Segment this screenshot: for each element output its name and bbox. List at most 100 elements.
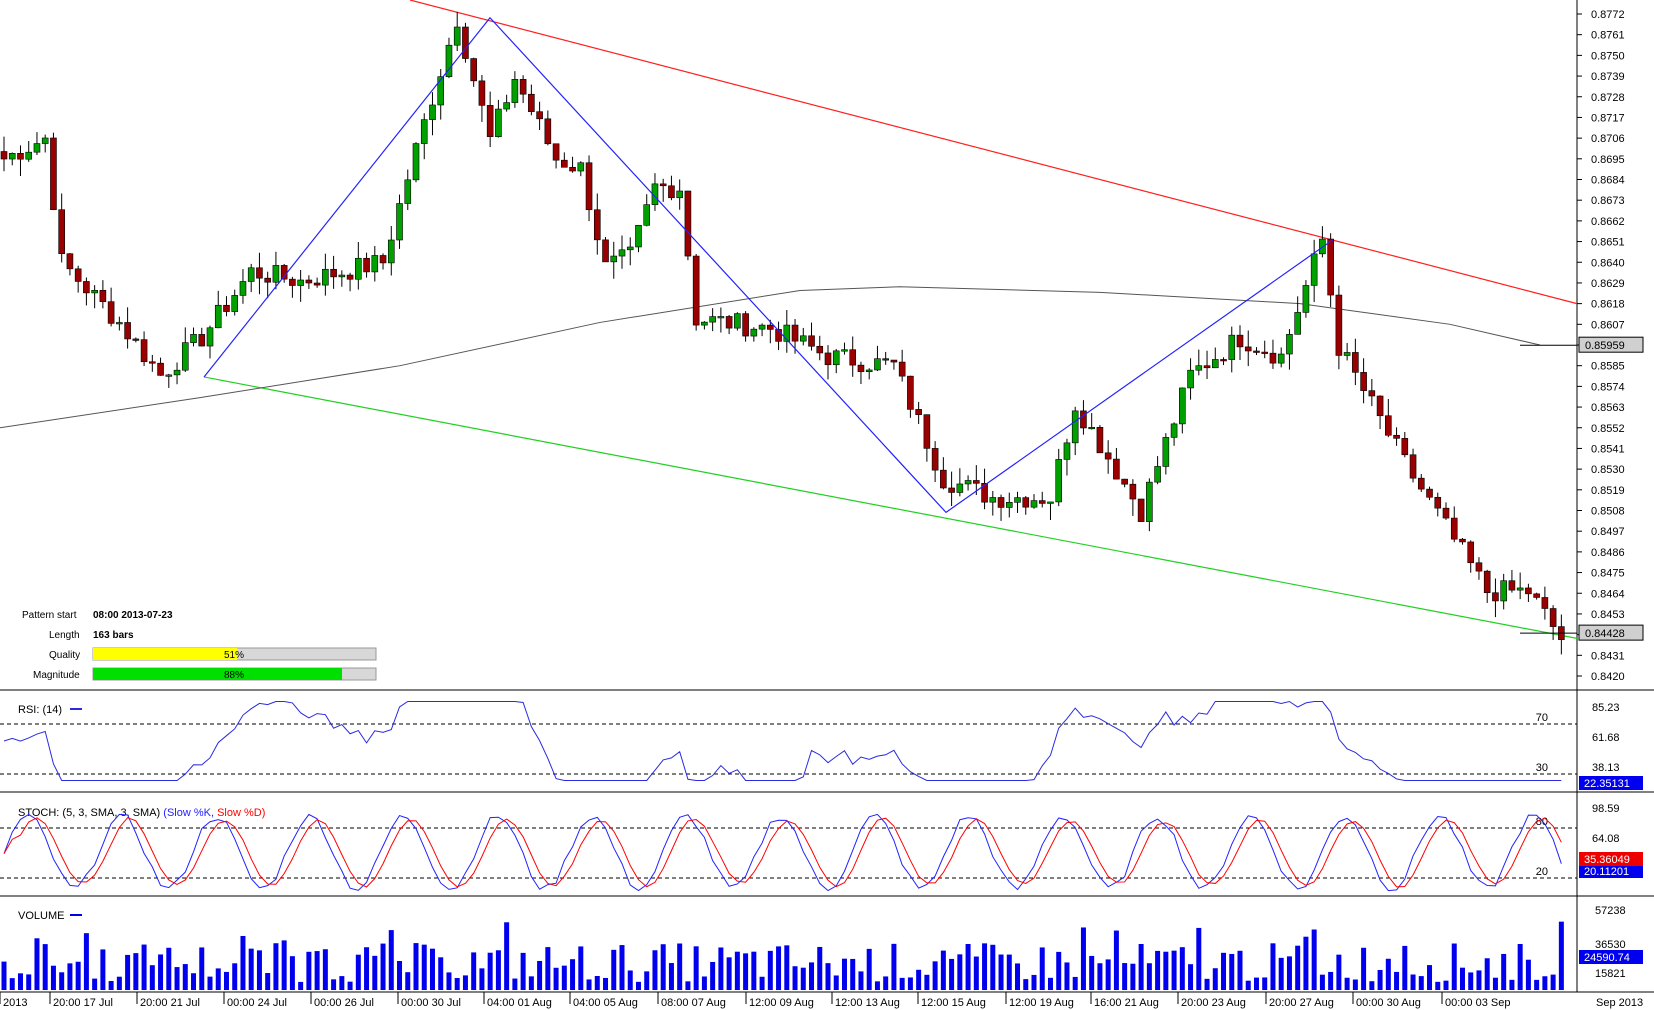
pattern-info: Pattern start 08:00 2013-07-23 Length 16…	[22, 610, 377, 681]
volume-bar	[1295, 945, 1301, 990]
volume-bar	[644, 971, 650, 990]
candle-body	[544, 118, 552, 145]
price-tick-label: 0.8585	[1591, 361, 1625, 373]
channel-lower-line	[203, 376, 1578, 639]
volume-bar	[75, 961, 81, 990]
volume-tick-1: 57238	[1595, 905, 1626, 917]
price-tick-label: 0.8640	[1591, 257, 1625, 269]
volume-bar	[1113, 930, 1119, 990]
volume-bar	[83, 933, 89, 990]
candle-body	[1071, 410, 1079, 444]
candle-body	[1302, 285, 1310, 313]
volume-bar	[1023, 979, 1029, 990]
stoch-k-label: (Slow %K,	[163, 807, 214, 819]
candle-body	[41, 137, 49, 144]
candle-body	[643, 204, 651, 226]
volume-bar	[907, 977, 913, 990]
candle-body	[923, 414, 931, 449]
volume-bar	[1031, 974, 1037, 990]
volume-bar	[92, 978, 98, 990]
candle-body	[964, 480, 972, 485]
candle-body	[478, 80, 486, 106]
volume-bar	[1427, 965, 1433, 990]
volume-bar	[1039, 947, 1045, 990]
length-label: Length	[49, 630, 80, 641]
volume-bar	[767, 950, 773, 990]
volume-bar	[652, 950, 658, 990]
volume-bar	[281, 940, 287, 990]
volume-bar	[817, 946, 823, 990]
candle-body	[1310, 253, 1318, 286]
volume-bar	[685, 981, 691, 990]
price-tick-label: 0.8651	[1591, 237, 1625, 249]
volume-bar	[1237, 950, 1243, 990]
price-tick-label: 0.8563	[1591, 402, 1625, 414]
candle-body	[1022, 497, 1030, 508]
time-tick-label: 2013	[3, 997, 27, 1009]
time-tick-label: 00:00 30 Aug	[1356, 997, 1421, 1009]
price-tick-label: 0.8750	[1591, 50, 1625, 62]
candle-body	[1401, 438, 1409, 456]
volume-bar	[34, 938, 40, 990]
volume-bar	[462, 975, 468, 990]
candle-body	[149, 361, 156, 364]
candle-body	[1467, 541, 1475, 564]
volume-bar	[199, 947, 205, 990]
volume-bar	[248, 948, 254, 990]
volume-bar	[1196, 927, 1202, 990]
candle-body	[1459, 538, 1466, 543]
candle-body	[1170, 423, 1178, 438]
candle-body	[404, 179, 412, 204]
price-tick-label: 0.8717	[1591, 112, 1625, 124]
pattern-zigzag	[203, 16, 1334, 514]
price-tick-label: 0.8695	[1591, 154, 1625, 166]
candle-body	[1549, 608, 1557, 627]
price-badge	[1578, 624, 1644, 641]
candle-body	[1442, 507, 1450, 519]
candle-body	[1426, 488, 1433, 498]
candle-body	[1211, 359, 1219, 369]
volume-bar	[495, 950, 501, 990]
candle-body	[824, 352, 832, 366]
volume-bar	[487, 952, 493, 990]
price-tick-label: 0.8552	[1591, 423, 1625, 435]
price-tick-label: 0.8684	[1591, 175, 1625, 187]
candle-body	[948, 487, 955, 493]
candle-body	[717, 316, 725, 319]
candle-body	[668, 185, 675, 199]
candle-body	[223, 304, 230, 312]
volume-bar	[149, 965, 155, 990]
candle-body	[989, 497, 997, 503]
volume-bar	[1418, 976, 1424, 990]
volume-bar	[883, 976, 889, 990]
candle-body	[1352, 352, 1359, 373]
candle-body	[1179, 387, 1186, 425]
candle-body	[1005, 502, 1013, 508]
volume-bars	[1, 921, 1564, 990]
volume-bar	[339, 976, 345, 990]
rsi-current-value: 22.35131	[1584, 778, 1630, 790]
volume-bar	[1352, 979, 1358, 990]
time-tick-label: 04:00 05 Aug	[573, 997, 638, 1009]
volume-bar	[1171, 950, 1177, 990]
candle-body	[1525, 587, 1532, 595]
time-tick-label: 12:00 09 Aug	[749, 997, 814, 1009]
candle-body	[1088, 427, 1095, 430]
volume-bar	[1550, 974, 1556, 990]
volume-bar	[850, 958, 856, 990]
pattern-start-value: 08:00 2013-07-23	[93, 610, 173, 621]
volume-bar	[1501, 953, 1507, 990]
rsi-current-badge	[1579, 776, 1643, 790]
candle-body	[83, 281, 90, 294]
candle-body	[1327, 238, 1334, 296]
time-tick-label: 20:00 23 Aug	[1181, 997, 1246, 1009]
stoch-k-line	[3, 813, 1562, 892]
candle-body	[305, 279, 313, 284]
candle-body	[874, 358, 881, 371]
time-tick-label: 12:00 13 Aug	[835, 997, 900, 1009]
candle-body	[857, 364, 865, 373]
volume-bar	[528, 976, 534, 990]
candle-body	[684, 190, 692, 257]
volume-bar	[710, 961, 716, 990]
candle-body	[956, 483, 964, 493]
